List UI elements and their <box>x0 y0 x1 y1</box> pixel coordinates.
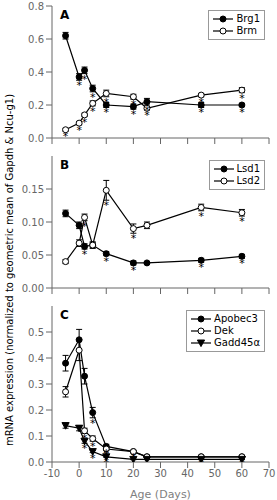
svg-text:*: * <box>82 73 88 86</box>
svg-text:0.00: 0.00 <box>22 283 44 294</box>
svg-text:*: * <box>63 130 69 138</box>
html-text:Lsd2: Lsd2 <box>236 175 260 186</box>
svg-text:0.8: 0.8 <box>28 1 44 12</box>
html-text:Brm: Brm <box>236 25 257 36</box>
svg-text:40: 40 <box>181 468 194 479</box>
svg-text:*: * <box>104 255 110 268</box>
svg-text:0.4: 0.4 <box>28 353 44 364</box>
svg-text:0.05: 0.05 <box>22 250 44 261</box>
svg-text:*: * <box>82 248 88 261</box>
svg-text:*: * <box>90 417 96 430</box>
svg-text:0.6: 0.6 <box>28 34 44 45</box>
svg-text:*: * <box>239 257 245 270</box>
svg-text:0.5: 0.5 <box>28 327 44 338</box>
svg-text:*: * <box>198 261 204 274</box>
svg-text:*: * <box>104 199 110 212</box>
svg-text:-10: -10 <box>44 468 60 479</box>
html-text:Apobec3: Apobec3 <box>214 313 258 324</box>
html-text:Dek: Dek <box>214 325 234 336</box>
svg-text:0.4: 0.4 <box>28 67 44 78</box>
svg-text:*: * <box>131 98 137 111</box>
svg-text:*: * <box>198 96 204 109</box>
svg-text:*: * <box>131 264 137 277</box>
svg-text:*: * <box>131 459 137 462</box>
svg-text:*: * <box>90 452 96 462</box>
svg-text:50: 50 <box>208 468 221 479</box>
svg-text:30: 30 <box>154 468 167 479</box>
html-text:mRNA expression (normalized to: mRNA expression (normalized to geometric… <box>3 93 15 447</box>
svg-text:*: * <box>239 106 245 119</box>
svg-text:0: 0 <box>76 468 82 479</box>
svg-text:0.2: 0.2 <box>28 100 44 111</box>
svg-text:*: * <box>104 96 110 109</box>
svg-text:*: * <box>131 232 137 245</box>
svg-text:*: * <box>144 109 150 122</box>
svg-text:*: * <box>239 92 245 105</box>
svg-text:*: * <box>82 220 88 233</box>
svg-text:60: 60 <box>236 468 249 479</box>
svg-text:0.0: 0.0 <box>28 133 44 144</box>
svg-text:70: 70 <box>263 468 269 479</box>
svg-text:*: * <box>90 105 96 118</box>
svg-text:*: * <box>239 215 245 228</box>
html-text:Brg1: Brg1 <box>236 13 260 24</box>
html-text:B: B <box>60 158 70 172</box>
svg-text:*: * <box>90 91 96 104</box>
svg-text:*: * <box>82 116 88 129</box>
svg-text:0.2: 0.2 <box>28 405 44 416</box>
html-text:A: A <box>60 8 70 22</box>
svg-text:0.3: 0.3 <box>28 379 44 390</box>
svg-text:*: * <box>82 442 88 455</box>
svg-text:0.1: 0.1 <box>28 431 44 442</box>
html-text:Lsd1: Lsd1 <box>236 163 260 174</box>
svg-text:0.10: 0.10 <box>22 217 44 228</box>
svg-text:0.15: 0.15 <box>22 184 44 195</box>
html-text:C: C <box>60 308 69 322</box>
html-text:Gadd45α: Gadd45α <box>214 337 260 348</box>
svg-text:Age (Days): Age (Days) <box>130 488 191 500</box>
svg-text:20: 20 <box>127 468 140 479</box>
svg-text:*: * <box>198 210 204 223</box>
svg-text:*: * <box>239 456 245 462</box>
svg-text:*: * <box>198 456 204 462</box>
svg-text:10: 10 <box>100 468 113 479</box>
svg-text:0.0: 0.0 <box>28 457 44 468</box>
svg-text:*: * <box>104 456 110 462</box>
